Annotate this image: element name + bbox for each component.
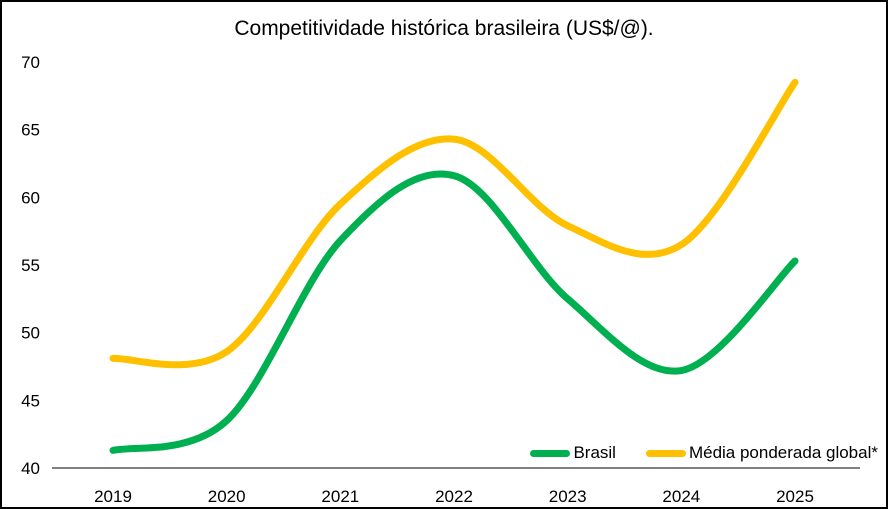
x-axis-tick-label: 2020 bbox=[208, 487, 246, 506]
legend-label-media-ponderada-global: Média ponderada global* bbox=[688, 443, 878, 462]
series-line-brasil bbox=[109, 170, 799, 454]
x-axis-tick-label: 2022 bbox=[435, 487, 473, 506]
y-axis-tick-label: 55 bbox=[21, 256, 40, 275]
x-axis-tick-label: 2024 bbox=[662, 487, 700, 506]
legend-swatch-brasil bbox=[530, 449, 571, 457]
x-axis-tick-label: 2023 bbox=[549, 487, 587, 506]
chart-title: Competitividade histórica brasileira (US… bbox=[234, 17, 654, 40]
legend-item-media-ponderada-global: Média ponderada global* bbox=[645, 443, 878, 463]
y-axis-tick-label: 40 bbox=[21, 459, 40, 478]
y-axis-tick-label: 45 bbox=[21, 391, 40, 410]
x-axis-tick-label: 2021 bbox=[321, 487, 359, 506]
y-axis-tick-label: 70 bbox=[21, 53, 40, 72]
legend-item-brasil: Brasil bbox=[530, 443, 616, 463]
chart-legend: Brasil Média ponderada global* bbox=[530, 443, 878, 463]
x-axis-tick-label: 2025 bbox=[776, 487, 814, 506]
series-line-media-ponderada-global bbox=[109, 78, 799, 369]
y-axis-tick-label: 50 bbox=[21, 324, 40, 343]
legend-swatch-media-ponderada-global bbox=[645, 449, 686, 457]
y-axis-tick-label: 60 bbox=[21, 188, 40, 207]
y-axis-tick-label: 65 bbox=[21, 121, 40, 140]
x-axis-tick-label: 2019 bbox=[94, 487, 132, 506]
legend-label-brasil: Brasil bbox=[573, 443, 616, 462]
